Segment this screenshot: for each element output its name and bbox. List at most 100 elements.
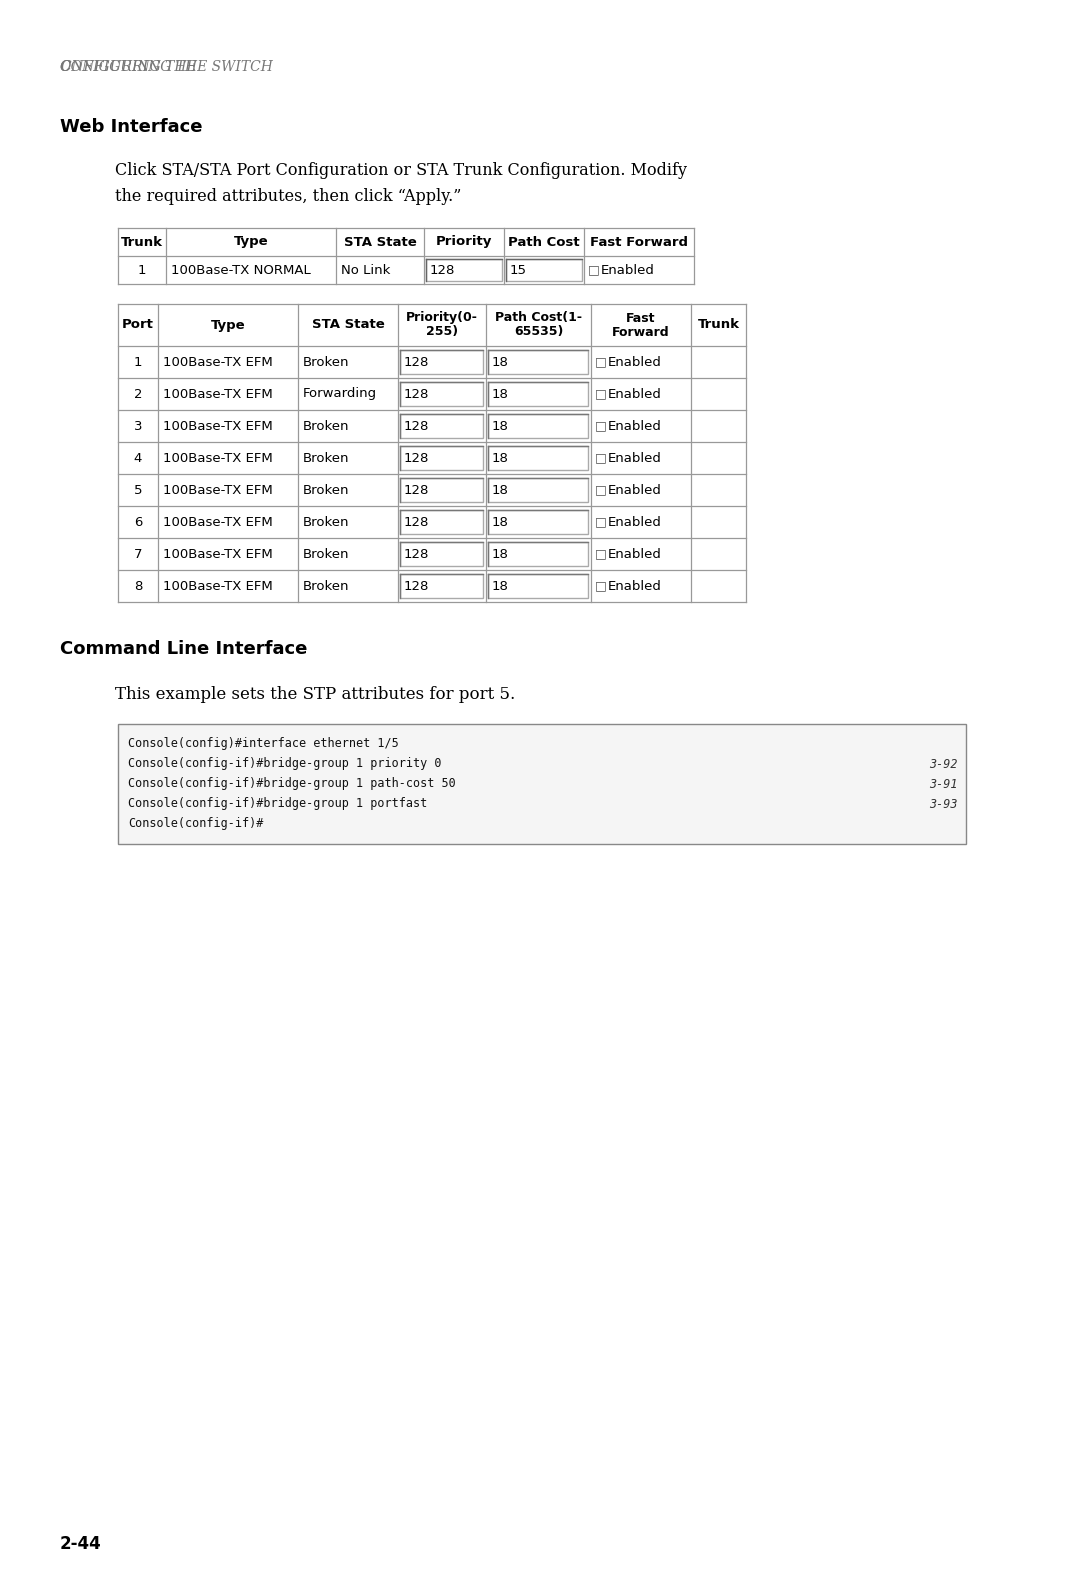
Text: Enabled: Enabled — [608, 548, 662, 560]
Bar — [507, 259, 582, 281]
Text: 18: 18 — [492, 419, 509, 432]
Text: 100Base-TX EFM: 100Base-TX EFM — [163, 452, 273, 465]
Text: 128: 128 — [430, 264, 456, 276]
Text: 100Base-TX EFM: 100Base-TX EFM — [163, 419, 273, 432]
Bar — [488, 510, 588, 534]
Text: 100Base-TX EFM: 100Base-TX EFM — [163, 579, 273, 592]
Text: the required attributes, then click “Apply.”: the required attributes, then click “App… — [114, 188, 461, 206]
Text: 18: 18 — [492, 548, 509, 560]
Text: 18: 18 — [492, 355, 509, 369]
Text: 15: 15 — [510, 264, 527, 276]
Bar — [488, 446, 588, 469]
Text: 2: 2 — [134, 388, 143, 400]
Text: 65535): 65535) — [514, 325, 563, 339]
Text: STA State: STA State — [343, 236, 417, 248]
Text: 128: 128 — [404, 419, 430, 432]
Text: Fast Forward: Fast Forward — [590, 236, 688, 248]
Text: Fast: Fast — [626, 311, 656, 325]
Text: 8: 8 — [134, 579, 143, 592]
Text: Enabled: Enabled — [608, 452, 662, 465]
Text: Command Line Interface: Command Line Interface — [60, 641, 308, 658]
Text: Click STA/STA Port Configuration or STA Trunk Configuration. Modify: Click STA/STA Port Configuration or STA … — [114, 162, 687, 179]
Text: Enabled: Enabled — [608, 515, 662, 529]
Text: No Link: No Link — [341, 264, 390, 276]
Text: C: C — [60, 60, 70, 74]
Text: 1: 1 — [134, 355, 143, 369]
Text: 128: 128 — [404, 484, 430, 496]
Text: Broken: Broken — [303, 452, 350, 465]
Text: Enabled: Enabled — [608, 355, 662, 369]
Text: 100Base-TX EFM: 100Base-TX EFM — [163, 484, 273, 496]
Text: Port: Port — [122, 319, 154, 331]
Text: □: □ — [595, 515, 607, 529]
Bar — [118, 228, 694, 284]
Text: 3: 3 — [134, 419, 143, 432]
Text: Path Cost: Path Cost — [509, 236, 580, 248]
Bar — [488, 477, 588, 502]
Bar — [426, 259, 502, 281]
Text: Enabled: Enabled — [608, 419, 662, 432]
Text: 128: 128 — [404, 515, 430, 529]
Text: Console(config-if)#bridge-group 1 path-cost 50: Console(config-if)#bridge-group 1 path-c… — [129, 777, 456, 791]
Text: □: □ — [595, 484, 607, 496]
Text: Broken: Broken — [303, 355, 350, 369]
Text: Priority: Priority — [436, 236, 492, 248]
Text: 18: 18 — [492, 515, 509, 529]
Text: Enabled: Enabled — [600, 264, 654, 276]
Text: Console(config)#interface ethernet 1/5: Console(config)#interface ethernet 1/5 — [129, 738, 399, 750]
Bar — [400, 575, 483, 598]
Text: Console(config-if)#bridge-group 1 priority 0: Console(config-if)#bridge-group 1 priori… — [129, 757, 442, 771]
Text: 128: 128 — [404, 355, 430, 369]
Text: Trunk: Trunk — [698, 319, 740, 331]
Text: 128: 128 — [404, 388, 430, 400]
Text: 1: 1 — [138, 264, 146, 276]
Bar — [488, 350, 588, 374]
Text: This example sets the STP attributes for port 5.: This example sets the STP attributes for… — [114, 686, 515, 703]
Text: 128: 128 — [404, 548, 430, 560]
Text: □: □ — [595, 452, 607, 465]
Text: 100Base-TX EFM: 100Base-TX EFM — [163, 388, 273, 400]
Text: Trunk: Trunk — [121, 236, 163, 248]
Bar — [118, 724, 966, 845]
Bar — [400, 414, 483, 438]
Text: Enabled: Enabled — [608, 484, 662, 496]
Text: 100Base-TX EFM: 100Base-TX EFM — [163, 355, 273, 369]
Bar — [488, 542, 588, 567]
Text: Broken: Broken — [303, 579, 350, 592]
Text: Broken: Broken — [303, 419, 350, 432]
Text: 100Base-TX NORMAL: 100Base-TX NORMAL — [171, 264, 311, 276]
Bar — [400, 477, 483, 502]
Bar — [400, 382, 483, 407]
Text: 5: 5 — [134, 484, 143, 496]
Text: 255): 255) — [426, 325, 458, 339]
Bar — [488, 575, 588, 598]
Text: Console(config-if)#: Console(config-if)# — [129, 818, 264, 831]
Text: □: □ — [595, 579, 607, 592]
Text: Enabled: Enabled — [608, 579, 662, 592]
Text: ONFIGURING THE: ONFIGURING THE — [60, 60, 201, 74]
Text: 3-92: 3-92 — [930, 757, 958, 771]
Bar — [400, 510, 483, 534]
Text: Forwarding: Forwarding — [303, 388, 377, 400]
Text: Web Interface: Web Interface — [60, 118, 203, 137]
Text: 3-93: 3-93 — [930, 798, 958, 810]
Text: 2-44: 2-44 — [60, 1535, 102, 1553]
Text: STA State: STA State — [312, 319, 384, 331]
Text: Enabled: Enabled — [608, 388, 662, 400]
Text: 3-91: 3-91 — [930, 777, 958, 791]
Bar — [488, 382, 588, 407]
Text: 128: 128 — [404, 452, 430, 465]
Bar — [400, 542, 483, 567]
Bar — [400, 446, 483, 469]
Text: □: □ — [595, 548, 607, 560]
Bar — [488, 414, 588, 438]
Text: Priority(0-: Priority(0- — [406, 311, 478, 325]
Text: Broken: Broken — [303, 515, 350, 529]
Text: □: □ — [595, 419, 607, 432]
Text: Type: Type — [211, 319, 245, 331]
Bar — [118, 305, 746, 601]
Text: 18: 18 — [492, 452, 509, 465]
Text: CONFIGURING THE SWITCH: CONFIGURING THE SWITCH — [60, 60, 273, 74]
Text: 18: 18 — [492, 579, 509, 592]
Text: Broken: Broken — [303, 484, 350, 496]
